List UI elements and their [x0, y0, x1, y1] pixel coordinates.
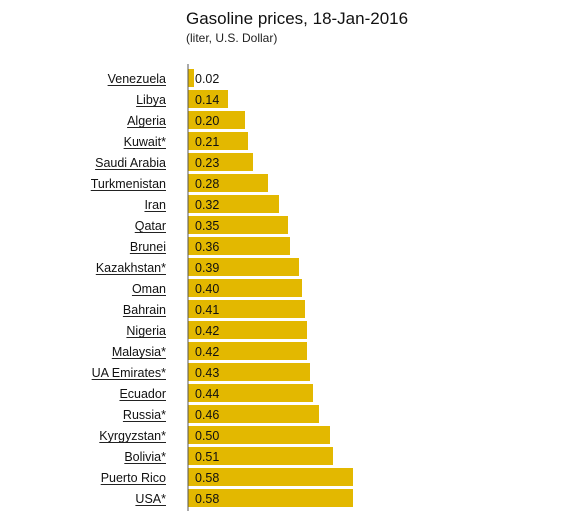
bar-8 [188, 237, 290, 255]
bar-0 [188, 69, 194, 87]
category-label-12[interactable]: Nigeria [126, 324, 166, 338]
chart-subtitle: (liter, U.S. Dollar) [186, 31, 277, 45]
value-label-9: 0.39 [195, 261, 219, 275]
value-label-10: 0.40 [195, 282, 219, 296]
bar-6 [188, 195, 279, 213]
value-label-7: 0.35 [195, 219, 219, 233]
category-label-19[interactable]: Puerto Rico [101, 471, 166, 485]
value-label-12: 0.42 [195, 324, 219, 338]
category-label-0[interactable]: Venezuela [108, 72, 166, 86]
bar-4 [188, 153, 253, 171]
category-label-6[interactable]: Iran [144, 198, 166, 212]
category-label-20[interactable]: USA* [135, 492, 166, 506]
bar-14 [188, 363, 310, 381]
bar-12 [188, 321, 307, 339]
bar-10 [188, 279, 302, 297]
bar-5 [188, 174, 268, 192]
value-label-3: 0.21 [195, 135, 219, 149]
bar-1 [188, 90, 228, 108]
category-label-10[interactable]: Oman [132, 282, 166, 296]
category-label-14[interactable]: UA Emirates* [92, 366, 166, 380]
category-label-4[interactable]: Saudi Arabia [95, 156, 166, 170]
bar-18 [188, 447, 333, 465]
bar-20 [188, 489, 353, 507]
value-label-0: 0.02 [195, 72, 219, 86]
value-label-11: 0.41 [195, 303, 219, 317]
bar-3 [188, 132, 248, 150]
category-label-2[interactable]: Algeria [127, 114, 166, 128]
category-label-8[interactable]: Brunei [130, 240, 166, 254]
value-label-4: 0.23 [195, 156, 219, 170]
value-label-20: 0.58 [195, 492, 219, 506]
bar-15 [188, 384, 313, 402]
value-label-5: 0.28 [195, 177, 219, 191]
bar-17 [188, 426, 330, 444]
bar-13 [188, 342, 307, 360]
value-label-8: 0.36 [195, 240, 219, 254]
value-label-2: 0.20 [195, 114, 219, 128]
category-label-16[interactable]: Russia* [123, 408, 166, 422]
value-label-15: 0.44 [195, 387, 219, 401]
category-label-17[interactable]: Kyrgyzstan* [99, 429, 166, 443]
bar-9 [188, 258, 299, 276]
value-label-14: 0.43 [195, 366, 219, 380]
chart-title: Gasoline prices, 18-Jan-2016 [186, 9, 408, 28]
category-label-15[interactable]: Ecuador [119, 387, 166, 401]
value-label-18: 0.51 [195, 450, 219, 464]
value-label-13: 0.42 [195, 345, 219, 359]
value-label-17: 0.50 [195, 429, 219, 443]
bar-11 [188, 300, 305, 318]
bar-7 [188, 216, 288, 234]
value-label-19: 0.58 [195, 471, 219, 485]
bar-2 [188, 111, 245, 129]
category-label-7[interactable]: Qatar [135, 219, 166, 233]
category-label-1[interactable]: Libya [136, 93, 166, 107]
category-label-13[interactable]: Malaysia* [112, 345, 166, 359]
value-label-1: 0.14 [195, 93, 219, 107]
category-label-11[interactable]: Bahrain [123, 303, 166, 317]
value-label-6: 0.32 [195, 198, 219, 212]
value-label-16: 0.46 [195, 408, 219, 422]
category-label-18[interactable]: Bolivia* [124, 450, 166, 464]
category-label-5[interactable]: Turkmenistan [91, 177, 166, 191]
category-label-3[interactable]: Kuwait* [124, 135, 167, 149]
bar-16 [188, 405, 319, 423]
bar-19 [188, 468, 353, 486]
bars-layer: 0.02 Venezuela 0.14 Libya 0.20 Algeria 0.21 Kuw… [90, 69, 353, 507]
category-label-9[interactable]: Kazakhstan* [96, 261, 166, 275]
